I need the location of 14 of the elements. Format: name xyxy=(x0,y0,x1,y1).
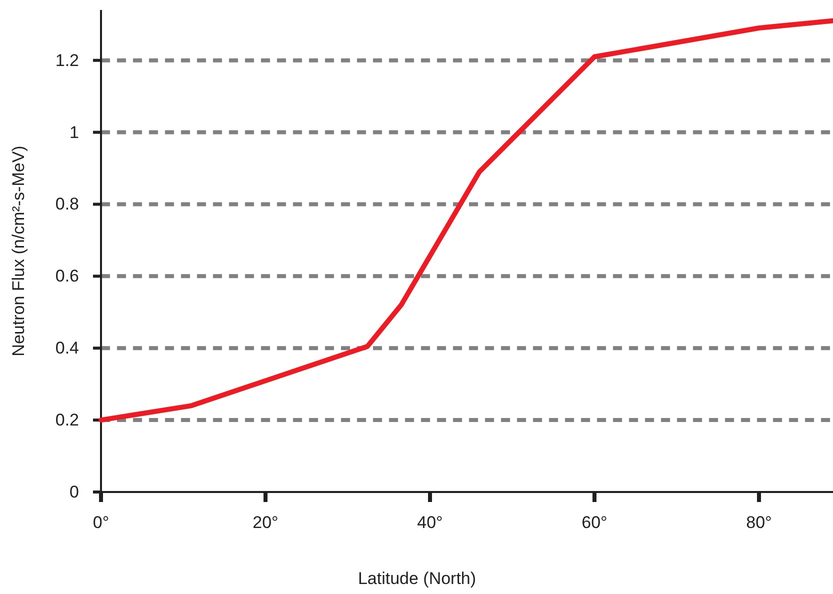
x-tick-label: 0° xyxy=(92,513,110,532)
x-tick-label: 20° xyxy=(252,513,278,532)
y-tick-label: 0.8 xyxy=(55,194,79,214)
y-tick-label: 1.2 xyxy=(55,50,79,70)
y-tick-label: 0.2 xyxy=(55,410,79,430)
x-tick-label: 40° xyxy=(417,513,443,532)
y-axis-title: Neutron Flux (n/cm²-s-MeV) xyxy=(9,146,28,356)
x-axis-title: Latitude (North) xyxy=(358,569,476,588)
y-tick-label: 0.4 xyxy=(55,338,79,358)
y-tick-label: 1 xyxy=(70,122,79,142)
y-tick-label: 0 xyxy=(70,482,79,502)
x-tick-label: 60° xyxy=(582,513,608,532)
x-tick-label: 80° xyxy=(746,513,772,532)
y-tick-label: 0.6 xyxy=(55,266,79,286)
